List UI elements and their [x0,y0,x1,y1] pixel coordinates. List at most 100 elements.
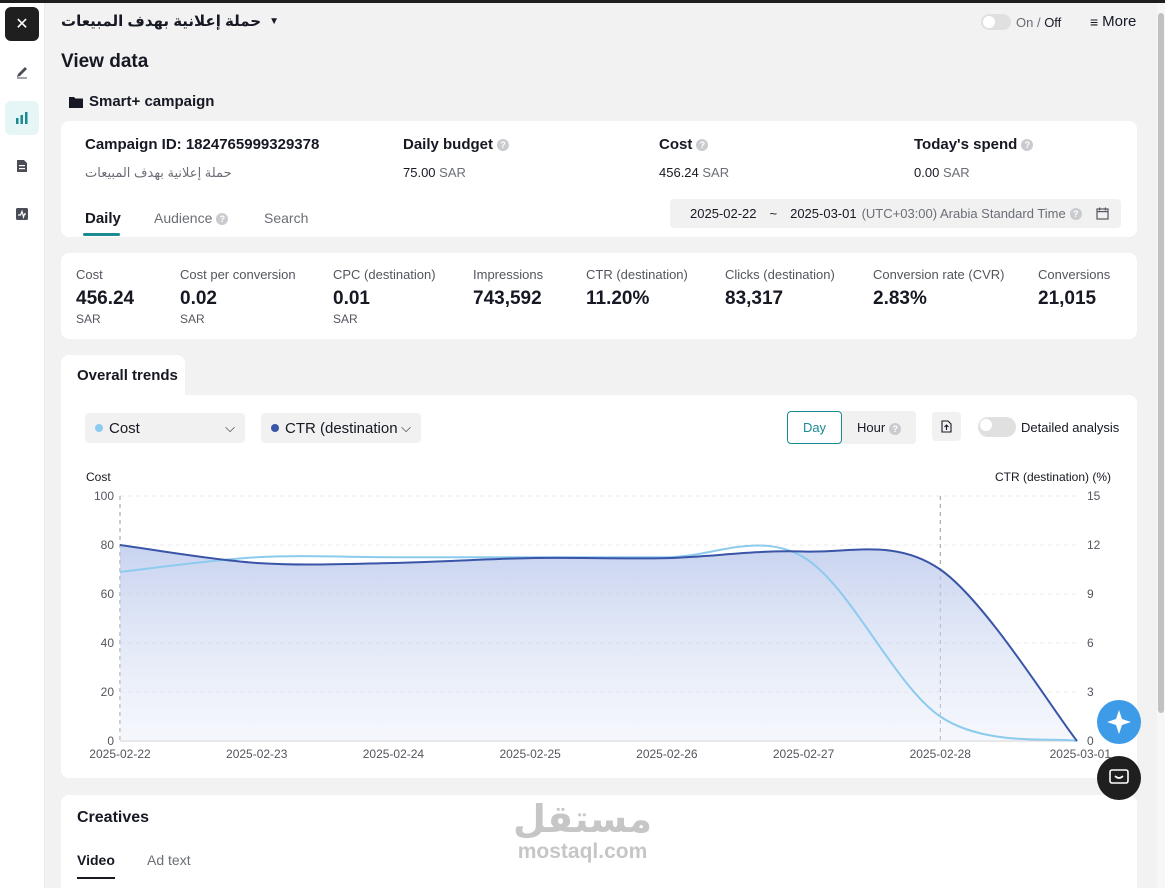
day-button[interactable]: Day [787,411,842,444]
x-tick-label: 2025-02-23 [226,747,288,761]
menu-icon: ≡ [1090,13,1099,30]
on-off-toggle[interactable] [981,14,1011,30]
y-tick-left: 0 [107,734,114,748]
y-tick-left: 60 [101,587,115,601]
metric-impressions: Impressions 743,592 [473,267,544,309]
overall-trends-tab[interactable]: Overall trends [61,355,185,400]
export-button[interactable] [932,412,961,441]
metric1-label: Cost [109,419,140,437]
detailed-analysis-toggle[interactable] [978,417,1016,437]
scroll-thumb[interactable] [1158,13,1164,713]
tab-ad-text[interactable]: Ad text [147,852,191,868]
metric-clicks: Clicks (destination) 83,317 [725,267,835,309]
y-tick-left: 100 [94,489,114,503]
help-icon[interactable]: ? [696,139,709,152]
more-button[interactable]: ≡ More [1090,13,1136,30]
assistant-button[interactable] [1097,700,1141,744]
section-title-text: Smart+ campaign [89,93,215,110]
y-tick-right: 15 [1087,489,1101,503]
y-axis-right-title: CTR (destination) (%) [995,470,1111,484]
detailed-analysis-label: Detailed analysis [1021,419,1120,435]
todays-spend-value: 0.00 SAR [914,165,970,180]
export-icon [941,420,952,433]
date-range-picker[interactable]: 2025-02-22 ~ 2025-03-01 (UTC+03:00) Arab… [670,199,1121,228]
detailed-analysis-control: Detailed analysis [978,417,1119,437]
left-rail: ✕ [0,3,45,888]
document-button[interactable] [5,149,39,183]
cost-label: Cost? [659,136,709,153]
slash: / [1033,14,1045,30]
chat-icon [1109,769,1129,784]
x-tick-label: 2025-02-26 [636,747,698,761]
campaign-name: حملة إعلانية بهدف المبيعات [61,13,262,30]
help-icon[interactable]: ? [889,422,902,435]
tab-video[interactable]: Video [77,852,115,868]
view-data-button[interactable] [5,101,39,135]
calendar-icon [1096,207,1109,220]
y-tick-left: 80 [101,538,115,552]
bar-chart-icon [16,112,28,124]
tab-daily[interactable]: Daily [85,210,121,227]
close-icon: ✕ [15,16,29,33]
top-border [0,0,1165,3]
metric1-dropdown[interactable]: Cost ⌵ [85,413,245,443]
page-title: View data [61,51,149,72]
daily-budget-label: Daily budget? [403,136,510,153]
timezone: (UTC+03:00) Arabia Standard Time [861,206,1066,221]
off-label: Off [1044,14,1062,30]
metric-ctr: CTR (destination) 11.20% [586,267,688,309]
y-tick-right: 3 [1087,685,1094,699]
x-tick-label: 2025-03-01 [1050,747,1112,761]
date-end: 2025-03-01 [790,206,857,221]
metric2-label: CTR (destination [285,419,398,437]
trends-card: Cost ⌵ CTR (destination ⌵ Day Hour? Deta… [61,395,1137,778]
tab-audience[interactable]: Audience? [154,210,229,226]
y-tick-right: 6 [1087,636,1094,650]
close-button[interactable]: ✕ [5,7,39,41]
metrics-card: Cost 456.24 SAR Cost per conversion 0.02 SAR… [61,253,1137,339]
date-start: 2025-02-22 [690,206,757,221]
granularity-toggle: Day Hour? [787,411,916,444]
help-icon[interactable]: ? [216,213,229,226]
edit-button[interactable] [5,55,39,89]
metric-conversions: Conversions 21,015 [1038,267,1111,309]
document-icon [17,160,27,172]
activity-button[interactable] [5,197,39,231]
series-cost-line [119,544,1078,742]
y-tick-right: 9 [1087,587,1094,601]
metric-cost-per-conversion: Cost per conversion 0.02 SAR [180,267,296,326]
campaign-selector[interactable]: حملة إعلانية بهدف المبيعات ▼ [61,12,279,30]
series-ctr-line [119,544,1078,742]
cost-dot [95,424,103,432]
more-label: More [1102,13,1137,30]
pencil-icon [17,67,27,79]
help-icon[interactable]: ? [1021,139,1034,152]
hour-button[interactable]: Hour? [857,420,902,435]
metric-cpc: CPC (destination) 0.01 SAR [333,267,436,326]
on-label: On [1016,14,1034,30]
campaign-id: Campaign ID: 1824765999329378 [85,136,320,153]
on-off-control[interactable]: On / Off [981,14,1061,30]
daily-budget-value: 75.00 SAR [403,165,466,180]
y-tick-left: 40 [101,636,115,650]
folder-icon [69,96,83,108]
chat-button[interactable] [1097,756,1141,800]
x-tick-label: 2025-02-27 [773,747,835,761]
y-tick-right: 12 [1087,538,1101,552]
x-tick-label: 2025-02-24 [363,747,425,761]
x-tick-label: 2025-02-22 [89,747,151,761]
section-title: Smart+ campaign [69,93,214,110]
scrollbar[interactable] [1157,3,1165,888]
help-icon[interactable]: ? [497,139,510,152]
y-axis-left-title: Cost [86,470,111,484]
tab-video-underline [77,877,115,879]
date-separator: ~ [769,206,778,221]
metric2-dropdown[interactable]: CTR (destination ⌵ [261,413,421,443]
ctr-area [120,545,1077,741]
tab-search[interactable]: Search [264,210,309,226]
chevron-down-icon: ⌵ [401,420,411,435]
creatives-card: Creatives Video Ad text [61,795,1137,888]
help-icon[interactable]: ? [1069,207,1082,220]
activity-icon [16,208,28,220]
ctr-dot [271,424,279,432]
